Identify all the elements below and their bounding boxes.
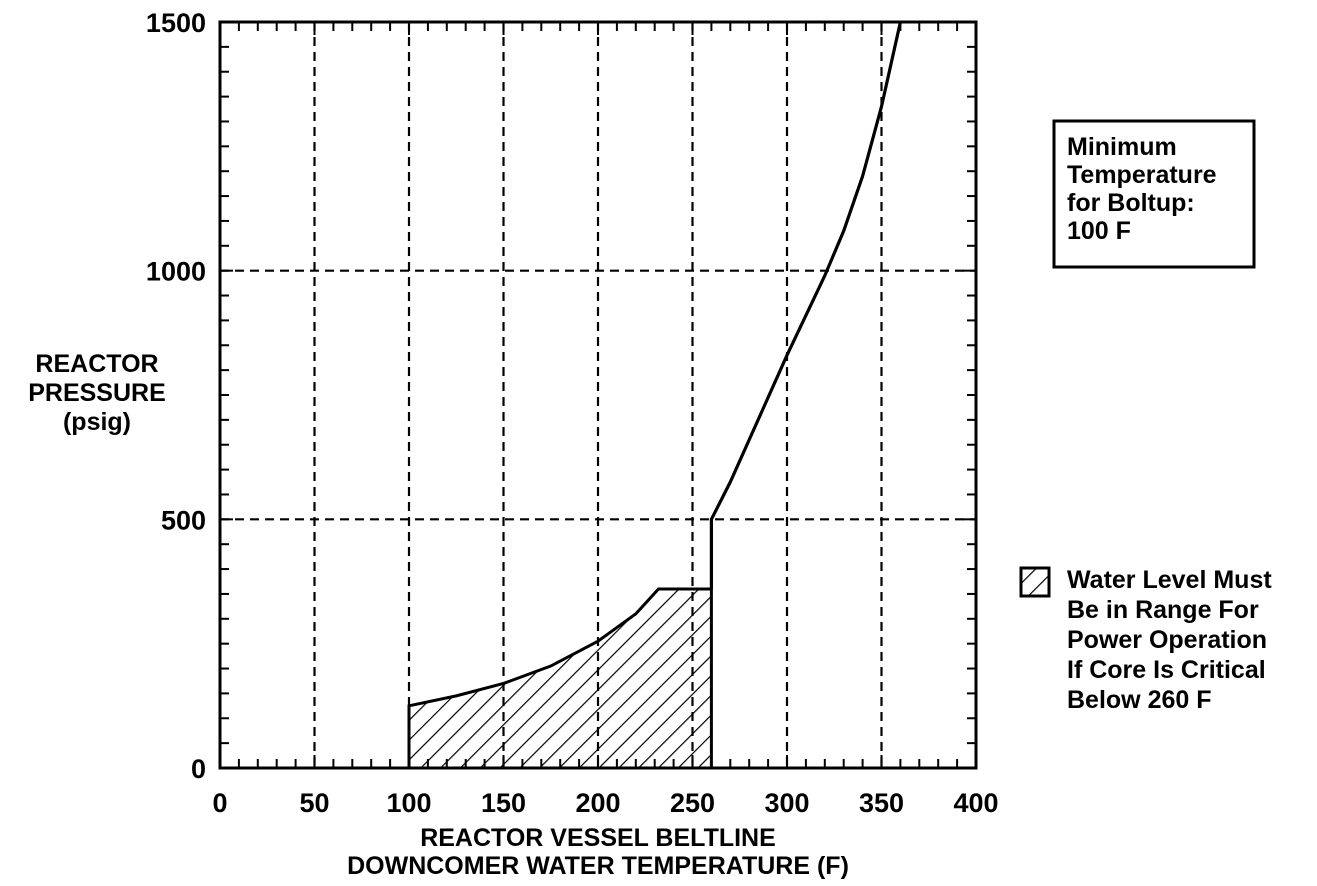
hatch-legend-line-1: Water Level Must bbox=[1067, 566, 1272, 594]
y-tick-label-500: 500 bbox=[161, 505, 206, 535]
x-tick-label-300: 300 bbox=[764, 788, 809, 818]
x-tick-labels: 0 50 100 150 200 250 300 350 400 bbox=[212, 788, 998, 818]
boltup-note-line-3: for Boltup: bbox=[1067, 189, 1195, 217]
x-tick-label-0: 0 bbox=[212, 788, 227, 818]
boltup-note-line-2: Temperature bbox=[1067, 161, 1217, 189]
hatch-legend-line-3: Power Operation bbox=[1067, 626, 1267, 654]
x-tick-label-200: 200 bbox=[575, 788, 620, 818]
y-axis-title-line-3: (psig) bbox=[63, 408, 131, 436]
hatch-legend: Water Level Must Be in Range For Power O… bbox=[1019, 566, 1272, 714]
hatch-legend-line-2: Be in Range For bbox=[1067, 596, 1259, 624]
y-tick-label-1000: 1000 bbox=[146, 257, 206, 287]
hatched-regions bbox=[407, 587, 713, 770]
x-tick-label-400: 400 bbox=[953, 788, 998, 818]
boltup-note: Minimum Temperature for Boltup: 100 F bbox=[1052, 119, 1256, 269]
x-tick-label-250: 250 bbox=[670, 788, 715, 818]
x-tick-label-150: 150 bbox=[481, 788, 526, 818]
hatched-region bbox=[407, 587, 713, 770]
y-tick-label-0: 0 bbox=[191, 754, 206, 784]
x-axis-title-line-1: REACTOR VESSEL BELTLINE bbox=[420, 824, 776, 852]
series-lines bbox=[709, 21, 902, 589]
series-line-0 bbox=[709, 21, 902, 589]
y-axis-title-line-2: PRESSURE bbox=[28, 379, 166, 407]
boltup-note-line-4: 100 F bbox=[1067, 217, 1131, 245]
x-axis-title-line-2: DOWNCOMER WATER TEMPERATURE (F) bbox=[347, 852, 849, 880]
x-tick-label-50: 50 bbox=[299, 788, 329, 818]
boltup-note-box bbox=[1052, 119, 1256, 269]
hatch-legend-line-4: If Core Is Critical bbox=[1067, 656, 1266, 684]
tick-marks bbox=[219, 21, 977, 769]
boltup-note-line-1: Minimum bbox=[1067, 133, 1177, 161]
y-axis-title-line-1: REACTOR bbox=[35, 350, 158, 378]
y-tick-labels: 0 500 1000 1500 bbox=[146, 8, 206, 784]
hatch-legend-line-5: Below 260 F bbox=[1067, 686, 1212, 714]
y-tick-label-1500: 1500 bbox=[146, 8, 206, 38]
x-tick-label-100: 100 bbox=[386, 788, 431, 818]
x-tick-label-350: 350 bbox=[859, 788, 904, 818]
hatch-legend-swatch bbox=[1019, 566, 1051, 598]
